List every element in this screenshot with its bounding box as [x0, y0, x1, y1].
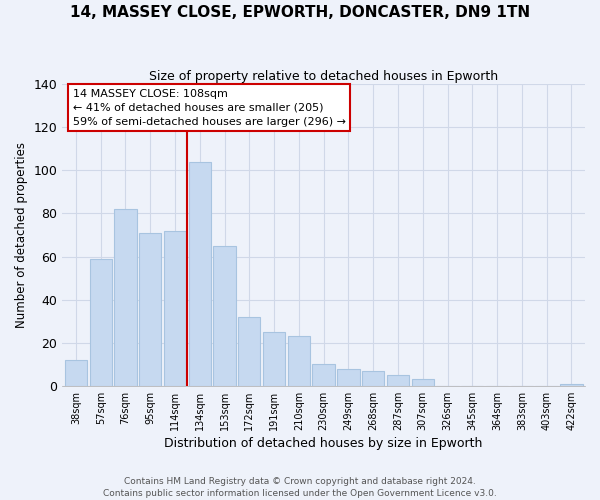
Y-axis label: Number of detached properties: Number of detached properties — [15, 142, 28, 328]
Text: 14, MASSEY CLOSE, EPWORTH, DONCASTER, DN9 1TN: 14, MASSEY CLOSE, EPWORTH, DONCASTER, DN… — [70, 5, 530, 20]
Text: 14 MASSEY CLOSE: 108sqm
← 41% of detached houses are smaller (205)
59% of semi-d: 14 MASSEY CLOSE: 108sqm ← 41% of detache… — [73, 88, 346, 126]
Bar — [263, 332, 285, 386]
Bar — [313, 364, 335, 386]
Bar — [139, 233, 161, 386]
Text: Contains HM Land Registry data © Crown copyright and database right 2024.
Contai: Contains HM Land Registry data © Crown c… — [103, 476, 497, 498]
Bar — [89, 258, 112, 386]
X-axis label: Distribution of detached houses by size in Epworth: Distribution of detached houses by size … — [164, 437, 483, 450]
Bar — [560, 384, 583, 386]
Bar — [238, 317, 260, 386]
Bar — [65, 360, 87, 386]
Bar — [362, 370, 385, 386]
Bar — [288, 336, 310, 386]
Bar — [115, 209, 137, 386]
Bar — [387, 375, 409, 386]
Bar — [412, 380, 434, 386]
Bar — [337, 368, 359, 386]
Bar — [188, 162, 211, 386]
Bar — [164, 230, 186, 386]
Title: Size of property relative to detached houses in Epworth: Size of property relative to detached ho… — [149, 70, 498, 83]
Bar — [214, 246, 236, 386]
